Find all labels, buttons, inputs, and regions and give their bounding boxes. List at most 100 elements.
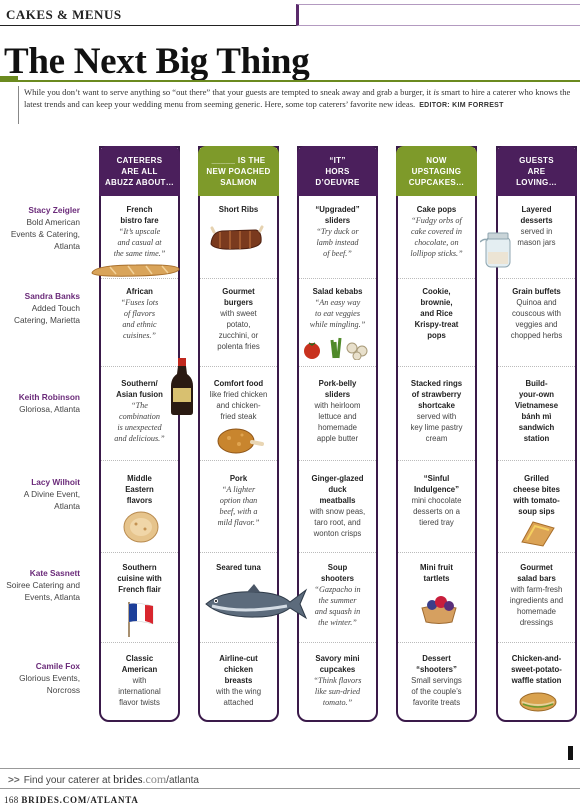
trend-cell: Ginger-glazed duck meatballs with snow pe… xyxy=(299,473,376,539)
french-flag-illustration xyxy=(128,602,154,637)
trend-description: “Fudgy orbs of cake covered in chocolate… xyxy=(410,216,463,258)
trend-title: Mini fruit tartlets xyxy=(420,563,453,583)
row-divider xyxy=(299,366,376,367)
trend-title: Ginger-glazed duck meatballs xyxy=(311,474,364,505)
trend-title: Build- your-own Vietnamese bánh mì sandw… xyxy=(514,379,559,443)
caterer-name: Stacy Zeigler xyxy=(28,205,80,215)
trend-title: French bistro fare xyxy=(120,205,159,225)
trend-description: with the wing attached xyxy=(215,687,262,707)
trend-title: Salad kebabs xyxy=(312,287,363,296)
caterer-company: Soiree Catering and Events, Atlanta xyxy=(6,580,80,602)
footer-path[interactable]: /atlanta xyxy=(166,775,199,786)
trend-cell: Southern/ Asian fusion “The combination i… xyxy=(101,378,178,444)
trend-title: African xyxy=(126,287,153,296)
trend-title: Pork xyxy=(229,474,248,483)
trend-title: Stacked rings of strawberry shortcake xyxy=(410,379,463,410)
trend-cell: Airline-cut chicken breasts with the wing… xyxy=(200,653,277,708)
column-header: “IT” HORS D’OEUVRE xyxy=(297,146,378,196)
caterer-name: Sandra Banks xyxy=(24,291,80,301)
trend-cell: French bistro fare “It’s upscale and casu… xyxy=(101,204,178,259)
footer-brand-suffix[interactable]: .com xyxy=(142,772,167,786)
trend-cell: Layered desserts served in mason jars xyxy=(498,204,575,248)
salad-sandwich-illustration xyxy=(519,692,557,712)
caterer-company: Gloriosa, Atlanta xyxy=(19,404,80,414)
caterer-company: Bold American Events & Catering, Atlanta xyxy=(10,217,80,251)
trend-description: with international flavor twists xyxy=(118,676,161,707)
trend-description: “Think flavors like sun-dried tomato.” xyxy=(313,676,362,707)
soy-sauce-bottle-illustration xyxy=(171,358,193,415)
footer-brand[interactable]: brides xyxy=(113,772,143,786)
trend-description: with heirloom lettuce and homemade apple… xyxy=(314,401,361,443)
column-header: NOW UPSTAGING CUPCAKES… xyxy=(396,146,477,196)
trend-title: Savory mini cupcakes xyxy=(315,654,360,674)
caterer-name: Camile Fox xyxy=(35,661,80,671)
caterer-label: Stacy Zeigler Bold American Events & Cate… xyxy=(0,204,80,252)
intro-paragraph: While you don’t want to serve anything s… xyxy=(24,86,574,112)
trend-cell: Southern cuisine with French flair xyxy=(101,562,178,595)
trend-cell: Seared tuna xyxy=(200,562,277,573)
caterer-company: Added Touch Catering, Marietta xyxy=(14,303,80,325)
row-divider xyxy=(200,278,277,279)
trend-title: “Upgraded” sliders xyxy=(315,205,360,225)
row-divider xyxy=(200,552,277,553)
trend-cell: African “Fuses lots of flavors and ethnic… xyxy=(101,286,178,341)
short-ribs-illustration xyxy=(210,225,264,250)
trend-title: Seared tuna xyxy=(216,563,261,572)
vegetables-illustration xyxy=(304,337,368,360)
trend-column: NOW UPSTAGING CUPCAKES… Cake pops “Fudgy o… xyxy=(396,146,477,722)
fruit-tartlet-illustration xyxy=(421,596,457,624)
trend-title: Grilled cheese bites with tomato- soup s… xyxy=(513,474,560,516)
tuna-fish-illustration xyxy=(205,584,308,620)
trend-title: Layered desserts xyxy=(520,205,553,225)
trend-title: “Sinful Indulgence” xyxy=(413,474,460,494)
title-rule-accent xyxy=(0,76,18,82)
intro-text-before: While you don’t want to serve anything s… xyxy=(24,87,434,97)
trend-cell: Gourmet salad bars with farm-fresh ingred… xyxy=(498,562,575,628)
row-divider xyxy=(498,366,575,367)
footer-bar: >> Find your caterer at brides.com/atlant… xyxy=(0,768,580,789)
caterer-company: A Divine Event, Atlanta xyxy=(23,489,80,511)
trend-cell: Middle Eastern flavors xyxy=(101,473,178,506)
row-divider xyxy=(200,366,277,367)
column-header-label: GUESTS ARE LOVING… xyxy=(516,155,557,187)
trend-title: Southern cuisine with French flair xyxy=(117,563,162,594)
trend-description: Small servings of the couple’s favorite … xyxy=(411,676,462,707)
column-header-label: NOW UPSTAGING CUPCAKES… xyxy=(408,155,465,187)
trend-cell: Savory mini cupcakes “Think flavors like … xyxy=(299,653,376,708)
row-divider xyxy=(299,642,376,643)
trend-cell: Chicken-and- sweet-potato- waffle statio… xyxy=(498,653,575,686)
trend-title: Grain buffets xyxy=(512,287,561,296)
trend-description: with sweet potato, zucchini, or polenta … xyxy=(217,309,260,351)
trend-title: Gourmet burgers xyxy=(222,287,255,307)
section-tag: CAKES & MENUS xyxy=(0,4,296,26)
title-rule xyxy=(0,80,580,82)
column-header: _____ IS THE NEW POACHED SALMON xyxy=(198,146,279,196)
trend-description: with snow peas, taro root, and wonton cr… xyxy=(309,507,366,538)
trend-title: Pork-belly sliders xyxy=(318,379,357,399)
page-footer: 168 BRIDES.COM/ATLANTA xyxy=(4,795,139,805)
row-divider xyxy=(101,460,178,461)
trend-description: served with key lime pastry cream xyxy=(410,412,463,443)
row-divider xyxy=(299,460,376,461)
row-divider xyxy=(398,642,475,643)
trend-description: “A lighter option than beef, with a mild… xyxy=(217,485,260,527)
page-title: The Next Big Thing xyxy=(4,41,310,82)
caterer-label: Keith Robinson Gloriosa, Atlanta xyxy=(0,391,80,415)
trend-description: “An easy way to eat veggies while mingli… xyxy=(309,298,366,329)
column-header-label: CATERERS ARE ALL ABUZZ ABOUT… xyxy=(104,155,175,187)
trend-cell: Grain buffets Quinoa and couscous with ve… xyxy=(498,286,575,341)
trend-title: Gourmet salad bars xyxy=(517,563,556,583)
trend-title: Classic American xyxy=(121,654,158,674)
intro-text-after: smart to hire a caterer who knows the la… xyxy=(24,87,571,109)
trend-cell: Dessert “shooters” Small servings of the … xyxy=(398,653,475,708)
row-divider xyxy=(498,278,575,279)
trend-title: Middle Eastern flavors xyxy=(125,474,154,505)
trend-title: Short Ribs xyxy=(218,205,259,214)
trend-description: served in mason jars xyxy=(517,227,556,247)
row-divider xyxy=(200,642,277,643)
footer-find-text: Find your caterer at xyxy=(23,775,114,786)
trend-cell: Soup shooters “Gazpacho in the summer and… xyxy=(299,562,376,628)
row-divider xyxy=(101,642,178,643)
row-divider xyxy=(299,278,376,279)
row-divider xyxy=(299,552,376,553)
